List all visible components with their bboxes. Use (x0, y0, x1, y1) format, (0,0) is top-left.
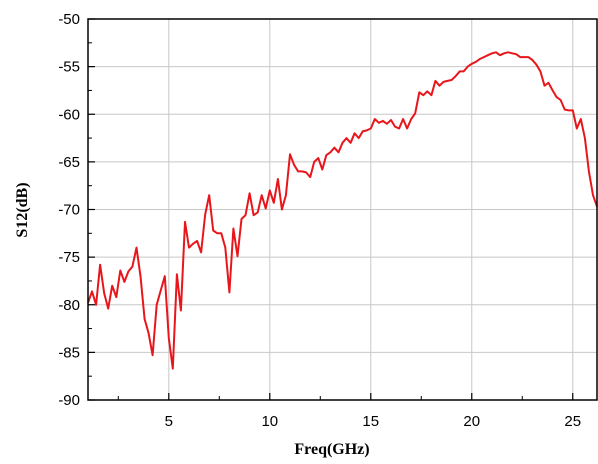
y-tick-label: -70 (58, 202, 80, 219)
y-tick-label: -75 (58, 249, 80, 266)
y-tick-label: -90 (58, 392, 80, 409)
s12-series-line (87, 51, 598, 370)
x-tick-label: 25 (564, 413, 581, 430)
axis-ticks (88, 18, 574, 401)
y-tick-label: -65 (58, 154, 80, 171)
y-tick-label: -80 (58, 297, 80, 314)
axis-tick-labels: 5 10 15 20 25 -90 -85 -80 -75 -70 -65 -60 -55 -50 (58, 11, 581, 430)
y-tick-label: -55 (58, 59, 80, 76)
x-tick-label: 15 (362, 413, 379, 430)
x-tick-label: 5 (165, 413, 173, 430)
y-tick-label: -85 (58, 344, 80, 361)
x-axis-label: Freq(GHz) (294, 441, 369, 458)
y-tick-label: -60 (58, 106, 80, 123)
x-tick-label: 20 (463, 413, 480, 430)
x-tick-label: 10 (261, 413, 278, 430)
y-tick-label: -50 (58, 11, 80, 28)
y-axis-label: S12(dB) (14, 182, 31, 237)
